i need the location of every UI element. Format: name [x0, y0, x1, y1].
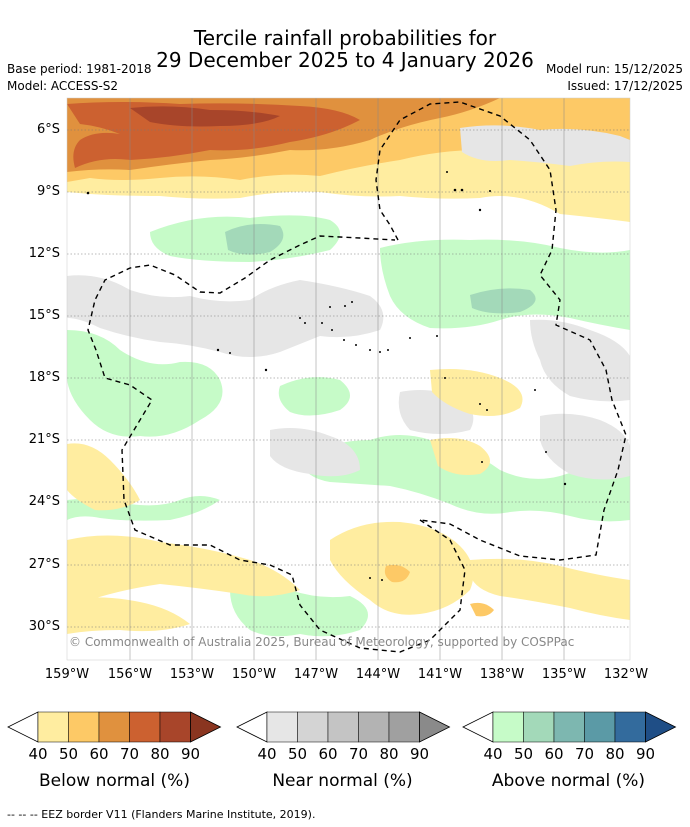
near-normal-40-region-east	[530, 319, 630, 402]
lon-label: 156°W	[107, 667, 153, 682]
legend-swatch	[98, 711, 130, 743]
lat-label: 9°S	[36, 184, 60, 199]
legend-tick-label: 90	[180, 745, 201, 763]
model-run-date: Model run: 15/12/2025	[545, 62, 683, 76]
lon-label: 135°W	[541, 667, 587, 682]
near-normal-40-region-se	[540, 413, 630, 480]
legend-tick-label: 60	[89, 745, 109, 763]
legend-swatch	[523, 711, 555, 743]
legend-swatch	[68, 711, 100, 743]
lat-label: 6°S	[36, 122, 60, 137]
base-period: Base period: 1981-2018	[7, 62, 152, 76]
below-normal-40-region-sw	[67, 535, 300, 612]
legend-swatch	[159, 711, 191, 743]
legend-arrow-high	[645, 711, 677, 743]
lon-label: 159°W	[44, 667, 90, 682]
gridlines	[67, 129, 630, 628]
legend-tick-label: 70	[119, 745, 140, 763]
below-normal-50-region-south	[384, 564, 410, 583]
map-title-line-2: 29 December 2025 to 4 January 2026	[156, 48, 534, 72]
above-normal-40-region-bottom	[230, 585, 368, 637]
lon-label: 144°W	[355, 667, 401, 682]
legend-swatch	[358, 711, 390, 743]
legend-title-near-normal: Near normal (%)	[272, 771, 413, 791]
copyright-notice: © Commonwealth of Australia 2025, Bureau…	[69, 635, 574, 649]
lat-label: 21°S	[28, 432, 60, 447]
below-normal-70-region	[67, 102, 360, 168]
lat-label: 12°S	[28, 246, 60, 261]
legend-swatch	[614, 711, 646, 743]
legend-swatch	[297, 711, 329, 743]
lon-label: 147°W	[293, 667, 339, 682]
meridian-lines	[129, 98, 565, 660]
lon-label: 153°W	[169, 667, 215, 682]
above-normal-40-region-se	[300, 435, 630, 522]
map-title-line-1: Tercile rainfall probabilities for	[193, 26, 497, 50]
legend-tick-label: 60	[544, 745, 564, 763]
above-normal-40-region-centre	[278, 377, 350, 416]
legend-swatch	[584, 711, 616, 743]
legend-swatch	[37, 711, 69, 743]
legend-below-normal	[7, 711, 222, 743]
legend-swatch	[327, 711, 359, 743]
legend-tick-label: 70	[574, 745, 595, 763]
map-frame	[66, 97, 631, 661]
lat-label: 18°S	[28, 370, 60, 385]
legend-swatch	[266, 711, 298, 743]
model-name: Model: ACCESS-S2	[7, 79, 119, 93]
legend-tick-label: 80	[379, 745, 399, 763]
islands	[86, 171, 567, 581]
legend-tick-label: 90	[409, 745, 430, 763]
below-normal-40-region-mid	[430, 438, 490, 475]
below-normal-40-region-se	[470, 558, 630, 620]
legend-tick-label: 90	[635, 745, 656, 763]
legend-swatch	[388, 711, 420, 743]
lon-label: 150°W	[231, 667, 277, 682]
below-normal-40-region-west	[67, 597, 190, 634]
legend-tick-label: 80	[605, 745, 625, 763]
legend-arrow-high	[190, 711, 222, 743]
legend-title-above-normal: Above normal (%)	[491, 771, 646, 791]
lat-label: 27°S	[28, 557, 60, 572]
probability-field	[67, 98, 630, 660]
issued-date: Issued: 17/12/2025	[567, 79, 683, 93]
legend-swatch	[492, 711, 524, 743]
legend-above-normal	[462, 711, 677, 743]
legend-arrow-low	[462, 711, 494, 743]
legend-tick-label: 70	[348, 745, 369, 763]
legend-tick-label: 60	[318, 745, 338, 763]
legend-swatch	[553, 711, 585, 743]
legend-arrow-high	[419, 711, 451, 743]
lon-label: 141°W	[417, 667, 463, 682]
lat-label: 30°S	[28, 619, 60, 634]
lat-label: 15°S	[28, 308, 60, 323]
legend-tick-label: 80	[150, 745, 170, 763]
below-normal-50-region-south-2	[470, 602, 494, 617]
below-normal-80-region	[130, 106, 280, 127]
eez-border	[87, 101, 627, 653]
legend-tick-label: 50	[58, 745, 79, 763]
legend-tick-label: 40	[28, 745, 48, 763]
above-normal-40-region-south	[67, 330, 223, 437]
legend-tick-label: 40	[257, 745, 277, 763]
below-normal-40-region-east-mid	[430, 369, 523, 416]
lon-label: 138°W	[479, 667, 525, 682]
above-normal-40-region-east	[380, 239, 630, 330]
legend-arrow-low	[7, 711, 39, 743]
legend-title-below-normal: Below normal (%)	[39, 771, 190, 791]
legend-tick-label: 40	[483, 745, 503, 763]
legend-swatch	[129, 711, 161, 743]
legend-tick-label: 50	[287, 745, 308, 763]
legend-tick-label: 50	[513, 745, 534, 763]
near-normal-40-region-north	[460, 125, 630, 166]
lon-label: 132°W	[603, 667, 649, 682]
lat-label: 24°S	[28, 494, 60, 509]
above-normal-50-region-east	[470, 288, 536, 314]
below-normal-40-region-south	[67, 443, 140, 511]
eez-border-footnote: -- -- -- EEZ border V11 (Flanders Marine…	[7, 808, 316, 821]
legend-near-normal	[236, 711, 451, 743]
legend-arrow-low	[236, 711, 268, 743]
